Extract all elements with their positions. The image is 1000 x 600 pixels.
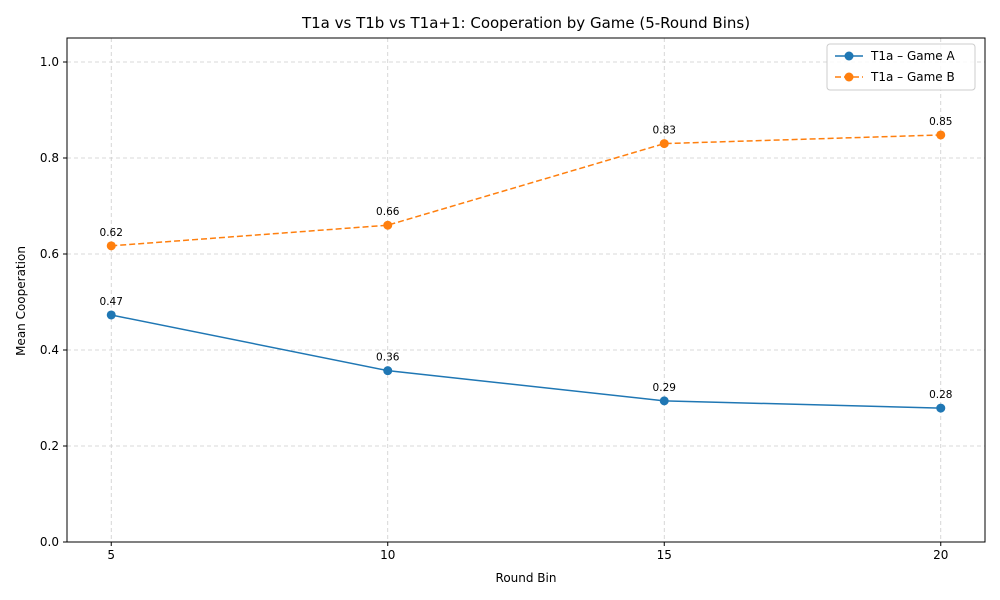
series-1-point	[936, 403, 946, 413]
legend-entry-label: T1a – Game B	[870, 70, 955, 84]
series-2-data-label: 0.62	[100, 227, 123, 239]
series-2-data-label: 0.85	[929, 116, 952, 128]
grid-lines	[67, 38, 985, 543]
x-axis-label: Round Bin	[496, 571, 557, 585]
series-layer: 0.47 0.36 0.29 0.28 0.62 0.66 0.83 0.85	[100, 116, 952, 413]
y-tick-label: 0.2	[40, 439, 59, 453]
y-tick-label: 1.0	[40, 55, 59, 69]
y-axis-label: Mean Cooperation	[14, 246, 28, 356]
series-1-data-label: 0.28	[929, 389, 952, 401]
y-tick-label: 0.8	[40, 151, 59, 165]
series-1-point	[106, 310, 116, 320]
legend-swatch-marker	[844, 51, 854, 61]
x-tick-label: 20	[933, 548, 948, 562]
y-tick-label: 0.6	[40, 247, 59, 261]
legend: T1a – Game A T1a – Game B	[826, 43, 976, 91]
series-2-point	[659, 139, 669, 149]
legend-swatch-marker	[844, 72, 854, 82]
series-2-data-label: 0.66	[376, 206, 400, 218]
y-tick-label: 0.0	[40, 535, 59, 549]
x-axis-ticks: 5 10 15 20	[107, 542, 948, 562]
plot-frame	[66, 37, 986, 543]
series-line-2	[111, 134, 941, 247]
series-2-point	[936, 130, 946, 140]
series-2-point	[383, 220, 393, 230]
legend-entry-label: T1a – Game A	[870, 49, 955, 63]
y-axis-ticks: 0.0 0.2 0.4 0.6 0.8 1.0	[40, 55, 67, 549]
series-1-point	[659, 396, 669, 406]
y-tick-label: 0.4	[40, 343, 59, 357]
x-tick-label: 15	[657, 548, 672, 562]
series-line-1	[111, 314, 941, 409]
series-2-point	[106, 241, 116, 251]
series-1-data-label: 0.47	[100, 296, 123, 308]
series-1-point	[383, 366, 393, 376]
series-2-data-label: 0.83	[653, 125, 676, 137]
series-1-data-label: 0.36	[376, 352, 400, 364]
x-tick-label: 10	[380, 548, 395, 562]
legend-box	[826, 43, 976, 91]
series-1-data-label: 0.29	[653, 382, 676, 394]
chart-title: T1a vs T1b vs T1a+1: Cooperation by Game…	[301, 14, 750, 32]
x-tick-label: 5	[107, 548, 115, 562]
